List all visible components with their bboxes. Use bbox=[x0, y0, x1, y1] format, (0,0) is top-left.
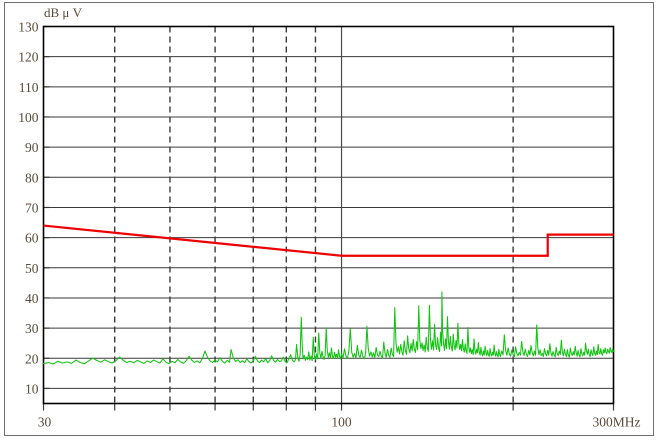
y-axis-tick-labels: 10 20 30 40 50 60 70 80 90 100 110 120 130 bbox=[18, 20, 39, 397]
y-tick-label: 30 bbox=[25, 321, 39, 336]
x-tick-label: 100 bbox=[331, 415, 352, 430]
x-tick-label: 300MHz bbox=[593, 415, 641, 430]
vertical-gridlines bbox=[114, 26, 514, 404]
y-tick-label: 130 bbox=[18, 20, 39, 35]
horizontal-gridlines bbox=[43, 56, 614, 389]
y-tick-label: 50 bbox=[25, 261, 39, 276]
y-tick-label: 70 bbox=[25, 200, 39, 215]
x-tick-label: 30 bbox=[38, 415, 52, 430]
axis-tickmarks bbox=[42, 25, 615, 411]
image-frame bbox=[4, 2, 654, 436]
data-series bbox=[42, 224, 615, 365]
y-tick-label: 20 bbox=[25, 351, 39, 366]
y-axis-title: dB μ V bbox=[44, 5, 83, 20]
y-tick-label: 10 bbox=[25, 381, 39, 396]
y-tick-label: 90 bbox=[25, 140, 39, 155]
y-tick-label: 110 bbox=[19, 80, 39, 95]
limit-line bbox=[43, 224, 614, 257]
x-axis-tick-labels: 30 100 300MHz bbox=[38, 415, 641, 430]
y-tick-label: 100 bbox=[18, 110, 39, 125]
y-tick-label: 80 bbox=[25, 170, 39, 185]
plot-border bbox=[42, 25, 615, 405]
y-tick-label: 120 bbox=[18, 50, 39, 65]
y-tick-label: 60 bbox=[25, 231, 39, 246]
emission-trace bbox=[42, 291, 615, 365]
y-tick-label: 40 bbox=[25, 291, 39, 306]
